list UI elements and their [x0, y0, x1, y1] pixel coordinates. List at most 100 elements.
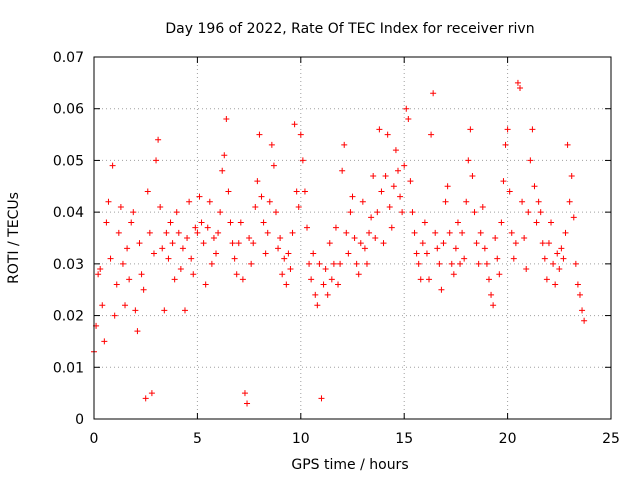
data-point: [461, 255, 468, 262]
y-axis-label: ROTI / TECUs: [6, 192, 22, 284]
data-point: [341, 141, 348, 148]
data-point: [339, 167, 346, 174]
data-point: [392, 147, 399, 154]
data-point: [539, 240, 546, 247]
data-point: [541, 255, 548, 262]
data-point: [167, 219, 174, 226]
data-point: [101, 338, 108, 345]
data-point: [301, 188, 308, 195]
data-point: [299, 157, 306, 164]
data-point: [564, 141, 571, 148]
data-point: [479, 203, 486, 210]
data-point: [322, 266, 329, 273]
x-tick-label: 20: [499, 431, 517, 447]
data-point: [277, 235, 284, 241]
data-point: [543, 276, 550, 283]
data-point: [215, 229, 222, 236]
data-point: [260, 219, 267, 226]
data-point: [324, 291, 331, 298]
data-point: [204, 224, 211, 231]
data-point: [210, 235, 217, 241]
data-point: [281, 255, 288, 262]
data-point: [126, 276, 133, 283]
x-tick-label: 25: [602, 431, 620, 447]
y-tick-label: 0.07: [53, 50, 84, 66]
y-tick-label: 0.05: [53, 153, 84, 169]
data-point: [548, 219, 555, 226]
data-point: [570, 214, 577, 221]
data-point: [514, 79, 521, 86]
data-point: [140, 286, 147, 293]
data-point: [99, 302, 106, 309]
data-point: [235, 240, 242, 247]
data-point: [430, 90, 437, 97]
data-point: [188, 255, 195, 262]
data-point: [397, 193, 404, 200]
data-point: [225, 188, 232, 195]
data-point: [184, 235, 191, 241]
data-point: [465, 157, 472, 164]
data-point: [308, 276, 315, 283]
data-point: [148, 390, 155, 397]
x-tick-label: 10: [292, 431, 310, 447]
data-point: [488, 291, 495, 298]
data-point: [190, 271, 197, 278]
data-point: [572, 260, 579, 267]
data-point: [378, 188, 385, 195]
data-point: [138, 271, 145, 278]
data-point: [122, 302, 129, 309]
data-point: [337, 260, 344, 267]
axis-ticks: 0 5 10 15 20 25 0 0.01 0.02 0.03 0.04 0.05 0.06 0.07: [53, 50, 620, 447]
data-point: [386, 203, 393, 210]
data-point: [450, 271, 457, 278]
data-point: [535, 198, 542, 205]
data-point: [254, 178, 261, 185]
data-point: [506, 188, 513, 195]
data-point: [440, 240, 447, 247]
data-point: [537, 209, 544, 216]
data-point: [213, 250, 220, 257]
data-point: [297, 131, 304, 138]
data-point: [517, 85, 524, 92]
data-point: [519, 198, 526, 205]
data-point: [492, 235, 499, 241]
x-tick-label: 5: [193, 431, 202, 447]
data-point: [467, 126, 474, 133]
data-point: [192, 224, 199, 231]
data-point: [130, 209, 137, 216]
data-point: [173, 209, 180, 216]
data-point: [221, 152, 228, 159]
data-point: [401, 162, 408, 169]
data-point: [295, 203, 302, 210]
data-point: [161, 307, 168, 314]
data-point: [328, 276, 335, 283]
data-point: [103, 219, 110, 226]
data-point: [574, 281, 581, 288]
data-point: [97, 266, 104, 273]
data-point: [355, 271, 362, 278]
data-point: [363, 260, 370, 267]
data-point: [436, 260, 443, 267]
data-point: [270, 162, 277, 169]
data-point: [508, 229, 515, 236]
data-point: [496, 271, 503, 278]
data-point: [165, 255, 172, 262]
data-point: [388, 224, 395, 231]
data-point: [581, 317, 588, 324]
data-point: [413, 250, 420, 257]
data-point: [384, 131, 391, 138]
data-point: [382, 172, 389, 179]
data-point: [159, 245, 166, 252]
data-point: [448, 260, 455, 267]
data-point: [289, 229, 296, 236]
data-point: [163, 229, 170, 236]
data-point: [579, 307, 586, 314]
data-point: [421, 219, 428, 226]
data-point: [256, 131, 263, 138]
data-point: [119, 260, 126, 267]
data-point: [403, 105, 410, 112]
data-point: [107, 255, 114, 262]
data-point: [266, 198, 273, 205]
data-point: [196, 193, 203, 200]
